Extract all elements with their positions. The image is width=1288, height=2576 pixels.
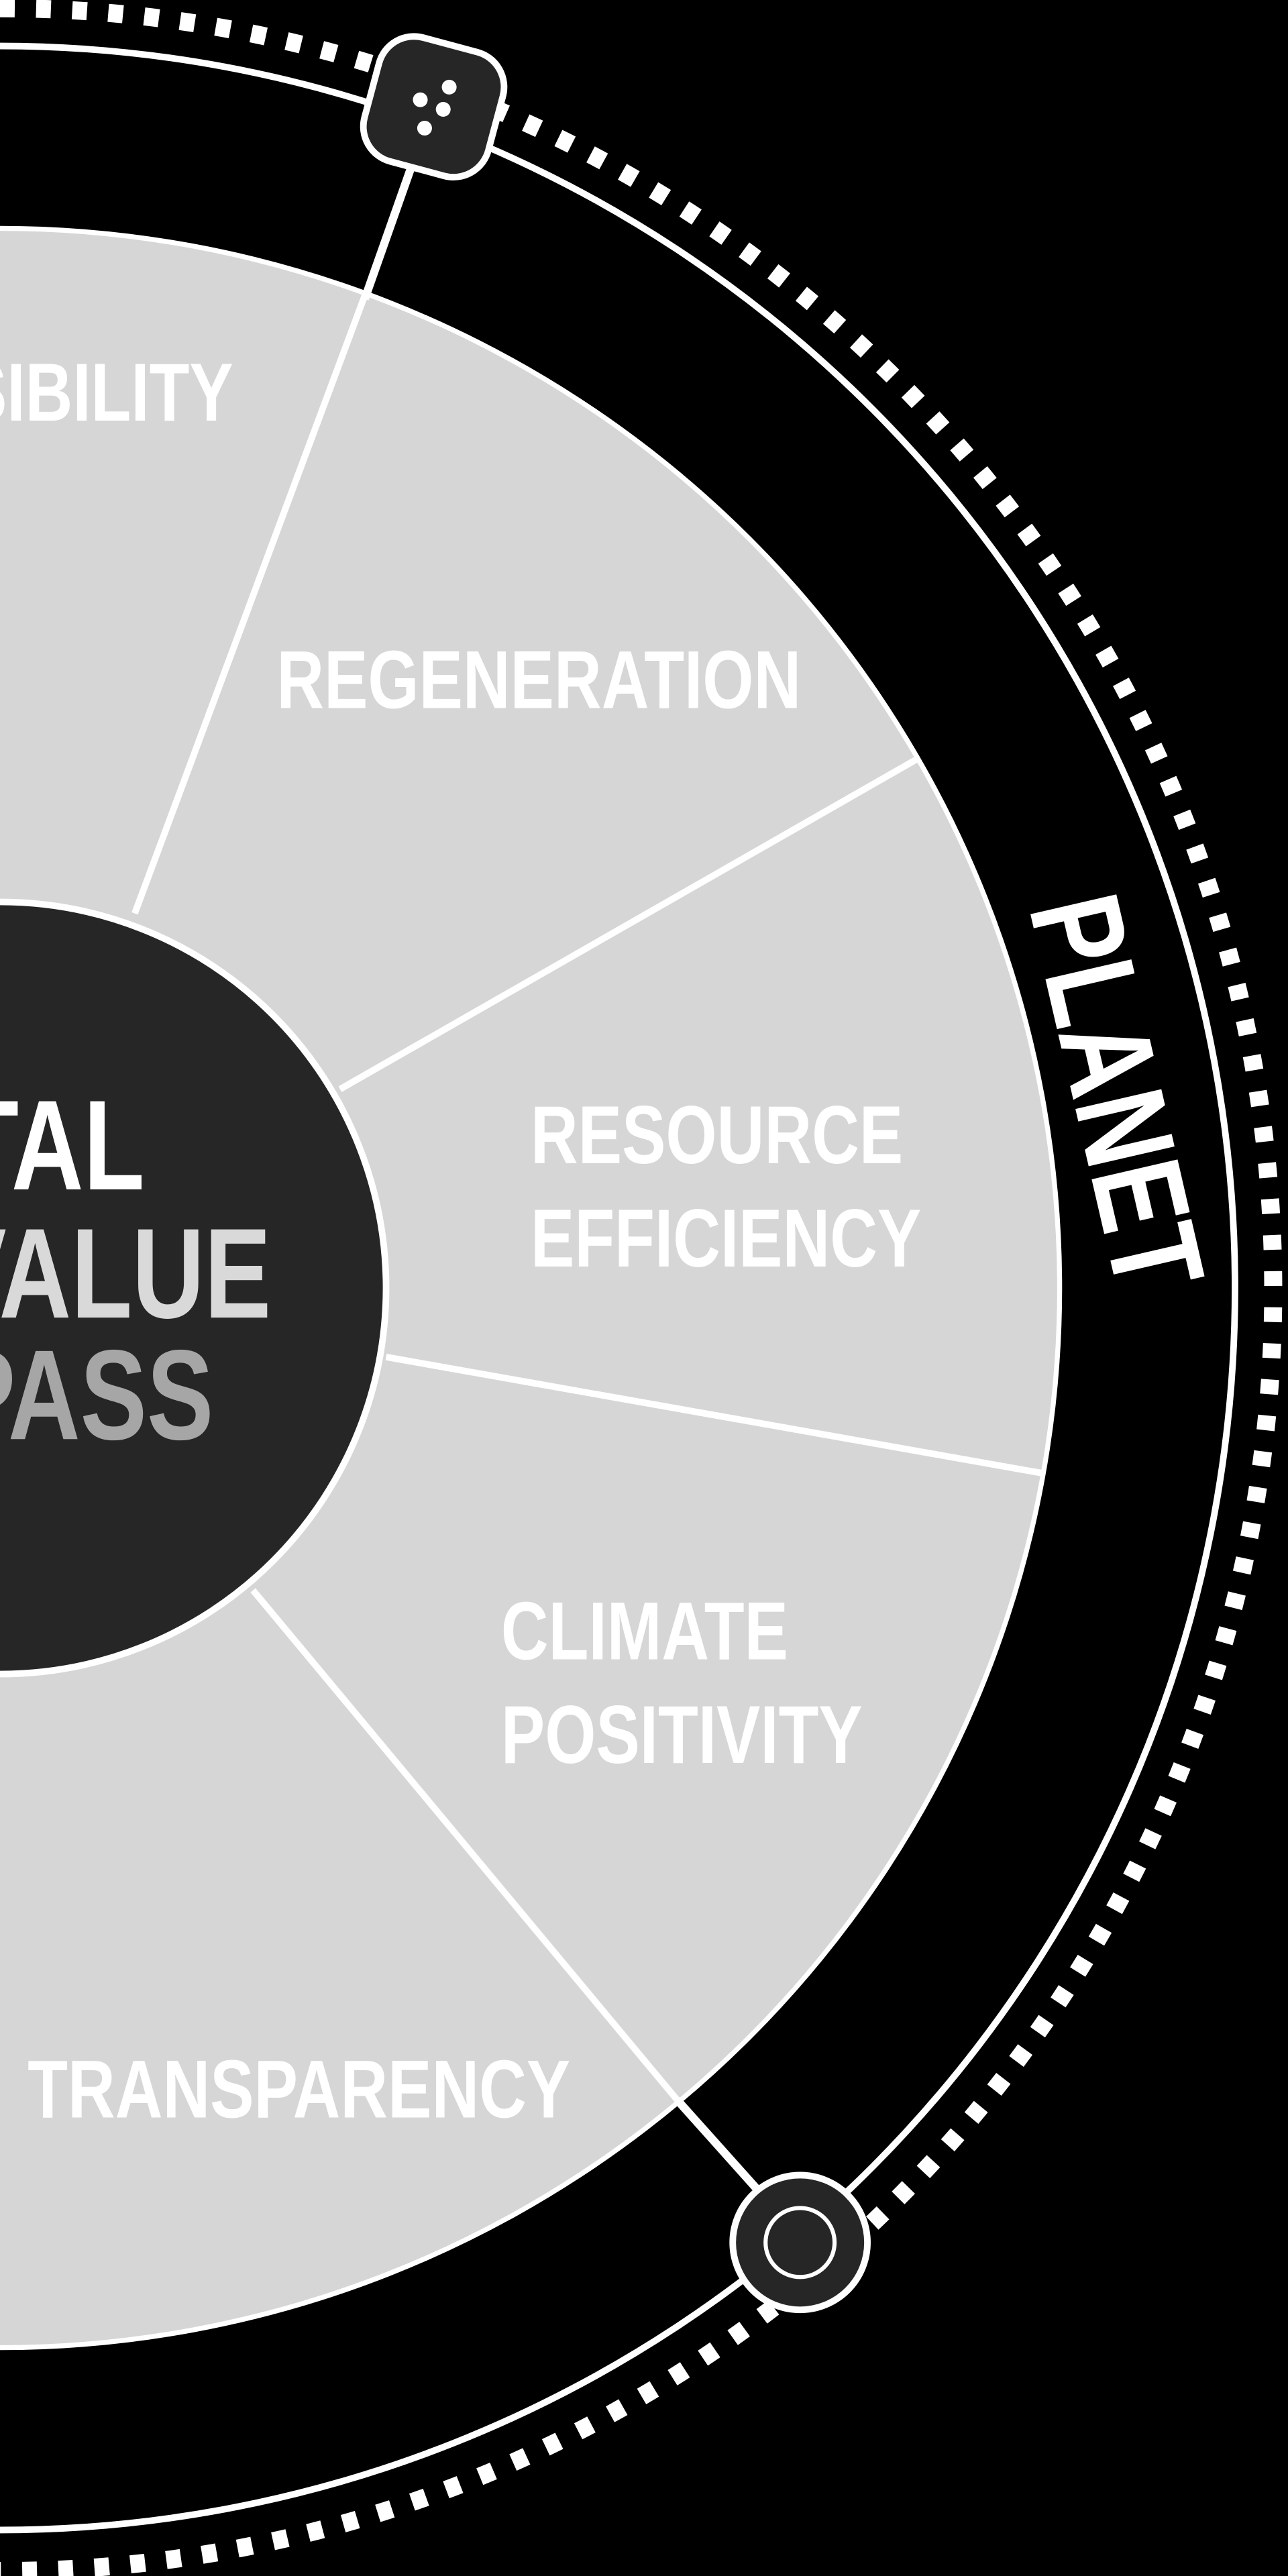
hub-title-line-3: PASS bbox=[0, 1324, 213, 1467]
segment-label-positivity: POSITIVITY bbox=[501, 1689, 863, 1780]
connector-target bbox=[674, 2096, 764, 2196]
node-connectors bbox=[360, 158, 764, 2196]
divider-regeneration-resource bbox=[338, 754, 922, 1092]
dice-pip bbox=[435, 101, 451, 117]
connector-dice bbox=[360, 158, 418, 301]
outer-wheel bbox=[0, 226, 1062, 2350]
segment-label-transparency: TRANSPARENCY bbox=[28, 2044, 570, 2135]
target-inner-ring bbox=[763, 2206, 837, 2279]
outer-solid-orbit bbox=[0, 42, 1239, 2534]
divider-resource-climate bbox=[385, 1354, 1046, 1477]
hub-title-line-1: TAL bbox=[0, 1074, 145, 1217]
segment-label-regeneration: REGENERATION bbox=[276, 635, 801, 726]
dice-pip bbox=[417, 121, 432, 136]
divider-responsibility-regeneration bbox=[131, 294, 368, 915]
dice-pip bbox=[441, 79, 457, 95]
hub-title-line-2: VALUE bbox=[0, 1202, 271, 1345]
dice-icon bbox=[360, 33, 508, 180]
dice-pip bbox=[413, 92, 428, 107]
dice-node bbox=[360, 33, 508, 180]
segment-label-efficiency: EFFICIENCY bbox=[531, 1193, 921, 1285]
wedge-dividers bbox=[131, 294, 1046, 2102]
center-hub bbox=[0, 898, 390, 1678]
segment-label-resource: RESOURCE bbox=[531, 1090, 903, 1181]
target-node bbox=[729, 2171, 871, 2314]
target-icon bbox=[729, 2171, 871, 2314]
segment-label-climate: CLIMATE bbox=[501, 1586, 788, 1677]
divider-climate-transparency bbox=[250, 1588, 680, 2102]
